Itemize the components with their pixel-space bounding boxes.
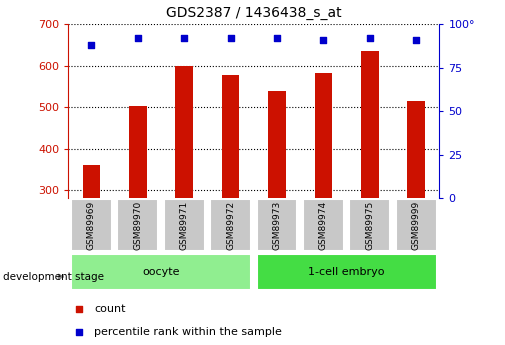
Title: GDS2387 / 1436438_s_at: GDS2387 / 1436438_s_at	[166, 6, 341, 20]
Text: GSM89999: GSM89999	[412, 201, 421, 250]
Text: GSM89970: GSM89970	[133, 201, 142, 250]
Text: percentile rank within the sample: percentile rank within the sample	[94, 327, 282, 337]
Text: GSM89972: GSM89972	[226, 201, 235, 250]
Bar	[408, 101, 425, 198]
Bar	[268, 90, 286, 198]
Text: 1-cell embryo: 1-cell embryo	[309, 267, 385, 277]
Bar	[257, 199, 297, 251]
Bar	[315, 73, 332, 198]
Bar	[396, 199, 436, 251]
Bar	[71, 199, 112, 251]
Point	[227, 35, 235, 41]
Point	[412, 37, 420, 42]
Point	[134, 35, 142, 41]
Point	[75, 329, 83, 334]
Bar	[164, 199, 205, 251]
Point	[319, 37, 327, 42]
Bar	[349, 199, 390, 251]
Text: GSM89975: GSM89975	[365, 201, 374, 250]
Text: GSM89969: GSM89969	[87, 201, 96, 250]
Point	[180, 35, 188, 41]
Bar	[82, 165, 100, 198]
Text: count: count	[94, 304, 126, 314]
Text: GSM89973: GSM89973	[273, 201, 281, 250]
Text: GSM89971: GSM89971	[180, 201, 189, 250]
Bar	[129, 106, 146, 198]
Bar	[71, 254, 251, 289]
Text: oocyte: oocyte	[142, 267, 180, 277]
Bar	[175, 67, 193, 198]
Point	[75, 306, 83, 312]
Bar	[303, 199, 344, 251]
Point	[273, 35, 281, 41]
Bar	[257, 254, 436, 289]
Bar	[222, 75, 239, 198]
Point	[366, 35, 374, 41]
Text: GSM89974: GSM89974	[319, 201, 328, 250]
Bar	[117, 199, 158, 251]
Point	[87, 42, 95, 48]
Bar	[210, 199, 251, 251]
Bar	[361, 51, 379, 198]
Text: development stage: development stage	[3, 272, 104, 282]
